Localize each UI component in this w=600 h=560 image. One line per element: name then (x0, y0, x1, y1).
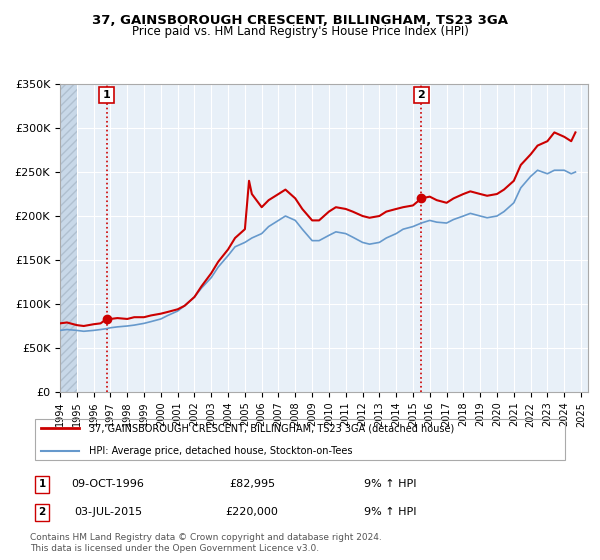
Text: £220,000: £220,000 (226, 507, 278, 517)
Text: 2: 2 (418, 90, 425, 100)
Text: Contains HM Land Registry data © Crown copyright and database right 2024.: Contains HM Land Registry data © Crown c… (30, 533, 382, 542)
Text: 03-JUL-2015: 03-JUL-2015 (74, 507, 142, 517)
Text: 2: 2 (38, 507, 46, 517)
Text: 37, GAINSBOROUGH CRESCENT, BILLINGHAM, TS23 3GA: 37, GAINSBOROUGH CRESCENT, BILLINGHAM, T… (92, 14, 508, 27)
Text: 09-OCT-1996: 09-OCT-1996 (71, 479, 145, 489)
Text: 37, GAINSBOROUGH CRESCENT, BILLINGHAM, TS23 3GA (detached house): 37, GAINSBOROUGH CRESCENT, BILLINGHAM, T… (89, 423, 455, 433)
Text: Price paid vs. HM Land Registry's House Price Index (HPI): Price paid vs. HM Land Registry's House … (131, 25, 469, 38)
Text: This data is licensed under the Open Government Licence v3.0.: This data is licensed under the Open Gov… (30, 544, 319, 553)
Text: £82,995: £82,995 (229, 479, 275, 489)
Bar (60, 84, 77, 392)
Text: 1: 1 (38, 479, 46, 489)
Text: 9% ↑ HPI: 9% ↑ HPI (364, 507, 416, 517)
Text: HPI: Average price, detached house, Stockton-on-Tees: HPI: Average price, detached house, Stoc… (89, 446, 353, 456)
Text: 9% ↑ HPI: 9% ↑ HPI (364, 479, 416, 489)
Text: 1: 1 (103, 90, 110, 100)
